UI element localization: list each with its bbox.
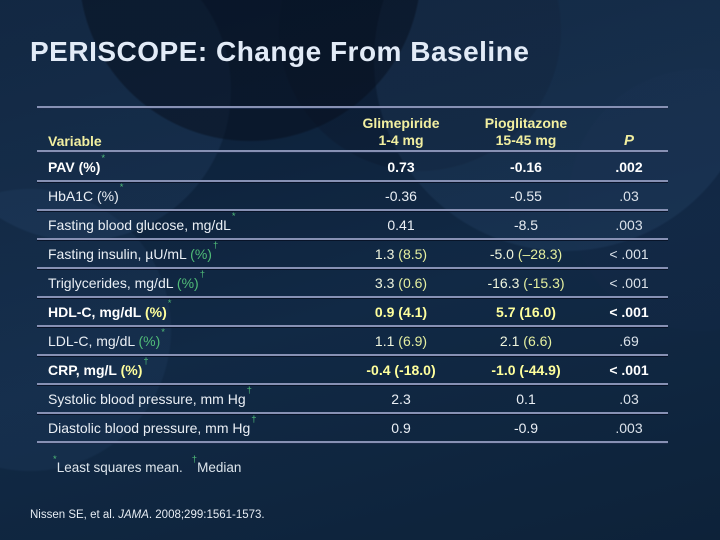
cell-pioglitazone: -0.9 bbox=[513, 419, 539, 436]
asterisk-marker: * bbox=[53, 453, 57, 465]
table-row: Triglycerides, mg/dL (%)† 3.3 (0.6) -16.3 … bbox=[37, 269, 668, 296]
table-row: LDL-C, mg/dL (%)* 1.1 (6.9) 2.1 (6.6) .69 bbox=[37, 327, 668, 354]
table-row: PAV (%)* 0.73 -0.16 .002 bbox=[37, 153, 668, 180]
cell-glimepiride: 0.9 (4.1) bbox=[374, 303, 428, 320]
cell-p-value: < .001 bbox=[609, 361, 649, 378]
cell-pioglitazone: -5.0 (–28.3) bbox=[489, 245, 563, 262]
row-separator bbox=[37, 296, 668, 298]
row-separator bbox=[37, 325, 668, 327]
cell-variable: Systolic blood pressure, mm Hg† bbox=[48, 384, 252, 407]
dagger-marker: † bbox=[212, 239, 219, 251]
asterisk-marker: * bbox=[167, 297, 172, 309]
cell-glimepiride: 0.9 bbox=[391, 419, 411, 436]
row-separator bbox=[37, 383, 668, 385]
cell-p-value: .003 bbox=[615, 216, 643, 233]
table-row: HDL-C, mg/dL (%)* 0.9 (4.1) 5.7 (16.0) < .0… bbox=[37, 298, 668, 325]
footnote-text: Least squares mean. bbox=[56, 460, 183, 475]
column-header-pioglitazone: Pioglitazone 15-45 mg bbox=[462, 115, 590, 149]
table-top-rule bbox=[37, 106, 668, 109]
cell-pioglitazone: -1.0 (-44.9) bbox=[491, 361, 561, 378]
column-header-glimepiride: Glimepiride 1-4 mg bbox=[340, 115, 462, 149]
cell-variable: HbA1C (%)* bbox=[48, 181, 124, 204]
table-body: PAV (%)* 0.73 -0.16 .002 HbA1C (%)* -0.36 -0.5… bbox=[37, 153, 668, 441]
cell-variable: PAV (%)* bbox=[48, 152, 106, 175]
cell-pioglitazone: 0.1 bbox=[516, 390, 536, 407]
cell-glimepiride: -0.4 (-18.0) bbox=[366, 361, 436, 378]
cell-variable: Diastolic blood pressure, mm Hg† bbox=[48, 413, 257, 436]
cell-glimepiride: 1.1 (6.9) bbox=[374, 332, 428, 349]
cell-p-value: < .001 bbox=[609, 274, 649, 291]
table-row: Fasting insulin, µU/mL (%)† 1.3 (8.5) -5.0… bbox=[37, 240, 668, 267]
cell-variable: Triglycerides, mg/dL (%)† bbox=[48, 268, 205, 291]
cell-p-value: .003 bbox=[615, 419, 643, 436]
table-row: Diastolic blood pressure, mm Hg† 0.9 -0.9.… bbox=[37, 414, 668, 441]
cell-p-value: .002 bbox=[615, 158, 643, 175]
cell-glimepiride: 3.3 (0.6) bbox=[374, 274, 428, 291]
citation: Nissen SE, et al. JAMA. 2008;299:1561-15… bbox=[30, 509, 265, 521]
glimepiride-dose: 1-4 mg bbox=[378, 132, 424, 148]
cell-variable: LDL-C, mg/dL (%)* bbox=[48, 326, 165, 349]
asterisk-marker: * bbox=[161, 326, 165, 338]
table-row: HbA1C (%)* -0.36 -0.55 .03 bbox=[37, 182, 668, 209]
cell-variable: HDL-C, mg/dL (%)* bbox=[48, 297, 172, 320]
cell-glimepiride: 0.73 bbox=[387, 158, 415, 175]
footnote: *Least squares mean. †Median bbox=[52, 454, 249, 475]
row-separator bbox=[37, 209, 668, 211]
cell-pioglitazone: 2.1 (6.6) bbox=[499, 332, 553, 349]
asterisk-marker: * bbox=[101, 152, 106, 164]
cell-variable: Fasting insulin, µU/mL (%)† bbox=[48, 239, 219, 262]
dagger-marker: † bbox=[246, 384, 252, 396]
cell-p-value: < .001 bbox=[609, 303, 649, 320]
dagger-marker: † bbox=[191, 453, 198, 465]
cell-pioglitazone: -0.16 bbox=[510, 158, 542, 175]
citation-journal: JAMA bbox=[118, 509, 149, 521]
results-table: Variable Glimepiride 1-4 mg Pioglitazone… bbox=[37, 106, 668, 444]
cell-variable: CRP, mg/L (%)† bbox=[48, 355, 149, 378]
citation-authors: Nissen SE, et al. bbox=[30, 509, 119, 521]
footnote-text: Median bbox=[197, 460, 242, 475]
table-row: CRP, mg/L (%)† -0.4 (-18.0) -1.0 (-44.9) < … bbox=[37, 356, 668, 383]
cell-pioglitazone: -16.3 (-15.3) bbox=[487, 274, 565, 291]
header-rule bbox=[37, 150, 668, 153]
table-bottom-rule bbox=[37, 441, 668, 444]
row-separator bbox=[37, 412, 668, 414]
table-row: Systolic blood pressure, mm Hg† 2.3 0.1 .03 bbox=[37, 385, 668, 412]
pioglitazone-name: Pioglitazone bbox=[484, 115, 568, 131]
dagger-marker: † bbox=[251, 413, 257, 425]
column-header-p: P bbox=[590, 132, 668, 149]
footnote-least-squares: *Least squares mean. bbox=[52, 454, 183, 475]
cell-p-value: .69 bbox=[619, 332, 639, 349]
glimepiride-name: Glimepiride bbox=[362, 115, 440, 131]
p-label: P bbox=[623, 132, 634, 149]
asterisk-marker: * bbox=[231, 210, 236, 222]
slide-title: PERISCOPE: Change From Baseline bbox=[30, 36, 530, 67]
table-header: Variable Glimepiride 1-4 mg Pioglitazone… bbox=[37, 109, 668, 150]
dagger-marker: † bbox=[199, 268, 205, 280]
cell-pioglitazone: -0.55 bbox=[510, 187, 542, 204]
cell-p-value: .03 bbox=[619, 390, 639, 407]
column-header-variable: Variable bbox=[37, 133, 340, 149]
column-header-variable-label: Variable bbox=[48, 133, 102, 149]
cell-pioglitazone: -8.5 bbox=[513, 216, 539, 233]
row-separator bbox=[37, 238, 668, 240]
cell-glimepiride: 2.3 bbox=[391, 390, 411, 407]
cell-glimepiride: 0.41 bbox=[387, 216, 415, 233]
row-separator bbox=[37, 180, 668, 182]
cell-p-value: < .001 bbox=[609, 245, 649, 262]
cell-glimepiride: 1.3 (8.5) bbox=[374, 245, 428, 262]
cell-p-value: .03 bbox=[619, 187, 639, 204]
row-separator bbox=[37, 354, 668, 356]
citation-details: . 2008;299:1561-1573. bbox=[148, 509, 265, 521]
cell-pioglitazone: 5.7 (16.0) bbox=[496, 303, 556, 320]
cell-glimepiride: -0.36 bbox=[385, 187, 417, 204]
footnote-median: †Median bbox=[191, 454, 242, 475]
table-row: Fasting blood glucose, mg/dL* 0.41 -8.5 .00… bbox=[37, 211, 668, 238]
row-separator bbox=[37, 267, 668, 269]
cell-variable: Fasting blood glucose, mg/dL* bbox=[48, 210, 236, 233]
dagger-marker: † bbox=[143, 355, 149, 367]
asterisk-marker: * bbox=[119, 181, 124, 193]
pioglitazone-dose: 15-45 mg bbox=[495, 132, 557, 148]
